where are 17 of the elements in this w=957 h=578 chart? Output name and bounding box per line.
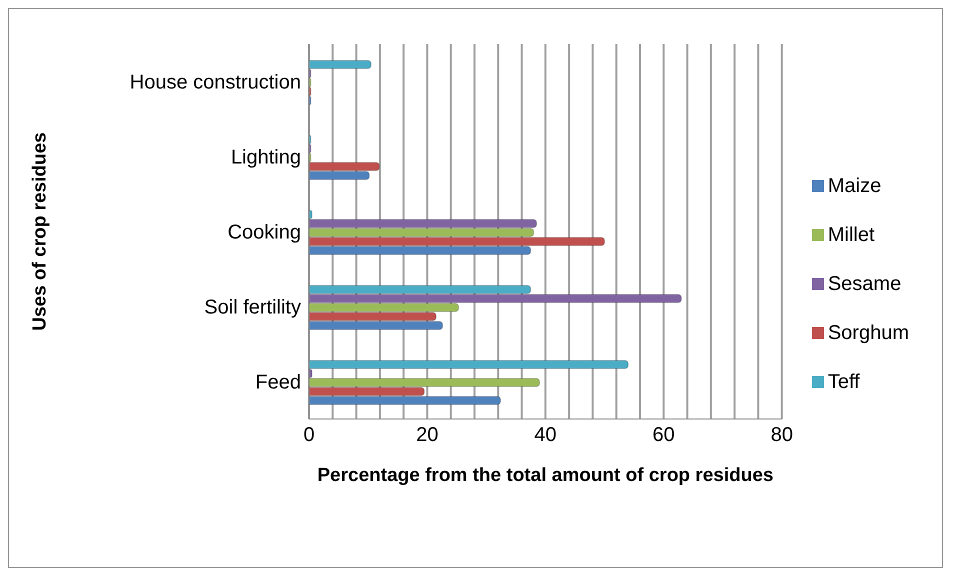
x-tick-label: 40 [534,424,557,446]
y-tick-label: Feed [255,372,301,394]
y-tick-label: Cooking [228,222,301,244]
y-tick-label: Soil fertility [204,296,301,319]
y-tick-label: House construction [130,72,301,94]
legend-label: Teff [828,370,860,392]
x-tick-label: 0 [303,424,315,446]
x-tick-label: 60 [652,424,675,446]
x-tick-label: 20 [416,424,438,446]
x-axis-title: Percentage from the total amount of crop residues [317,465,774,486]
legend-label: Sorghum [828,322,909,344]
y-tick-label: Lighting [230,146,301,169]
y-axis-title: Uses of crop residues [30,132,51,331]
legend-label: Millet [828,224,875,246]
legend-label: Sesame [828,272,902,294]
legend-label: Maize [828,174,882,196]
x-tick-label: 80 [770,424,793,446]
